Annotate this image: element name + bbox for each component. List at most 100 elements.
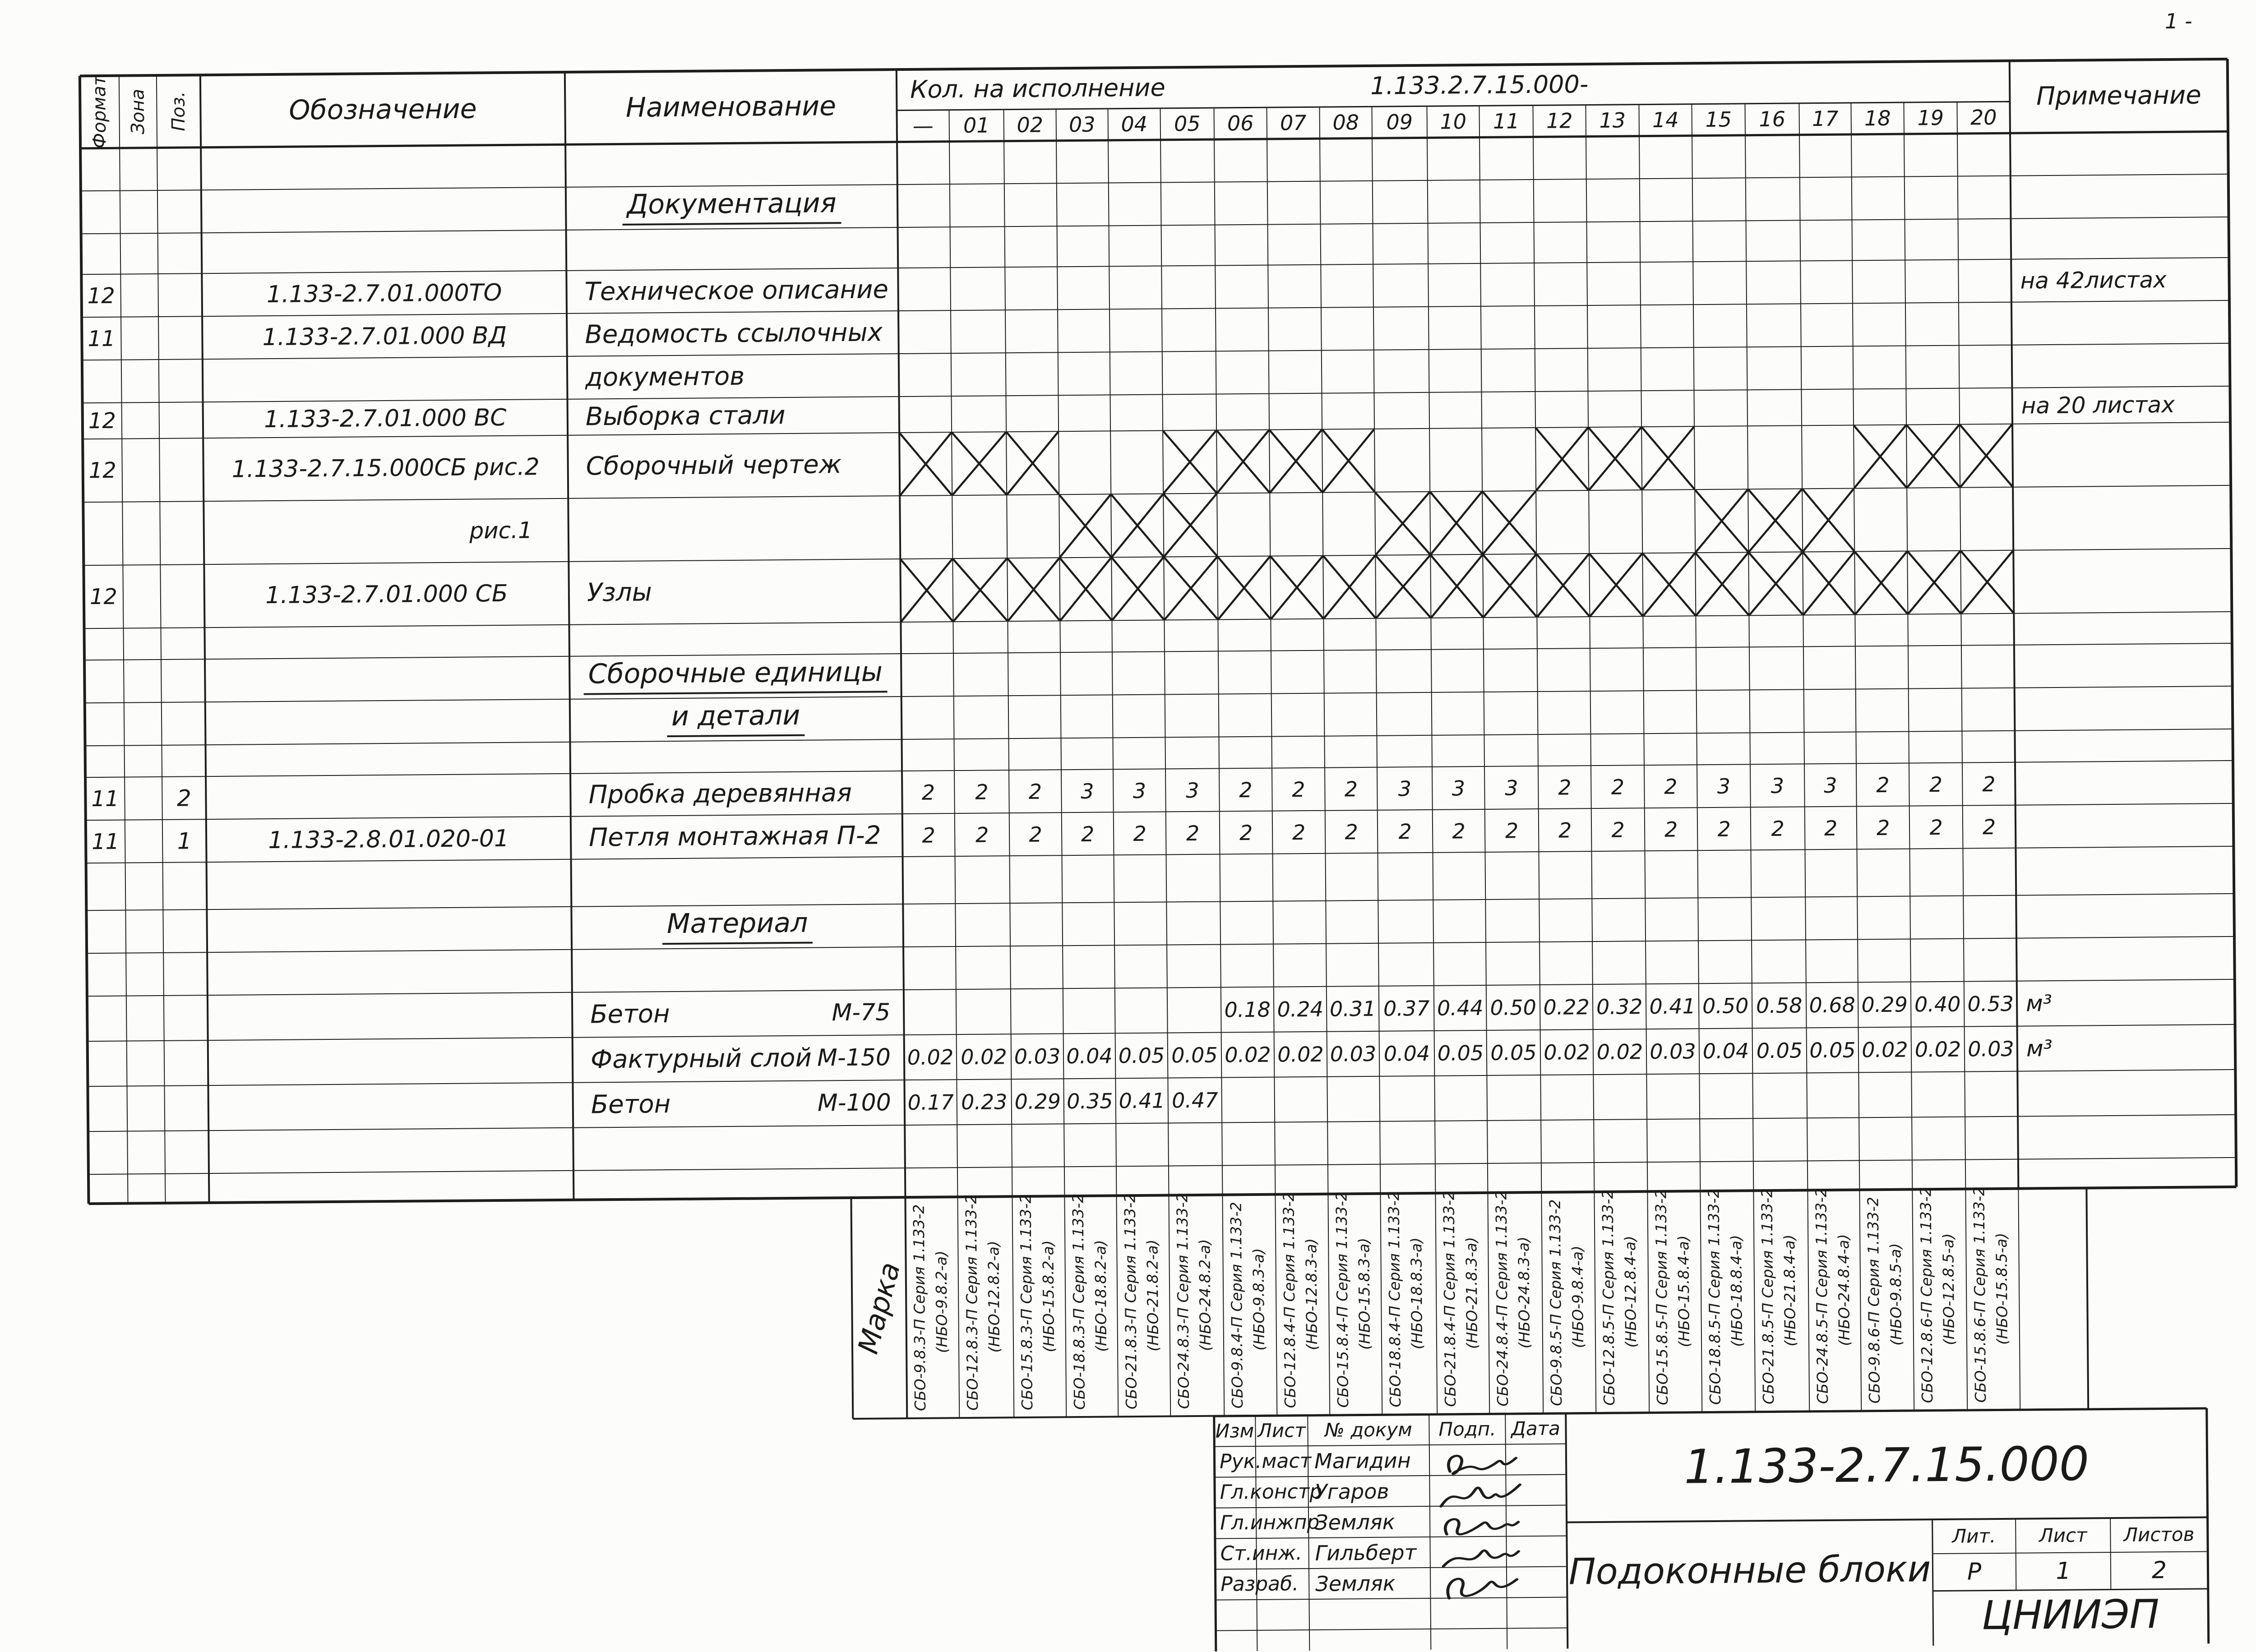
marka-line2: (НБО-18.8.3-а) bbox=[1407, 1237, 1426, 1350]
marka-item: СБО-9.8.6-П Серия 1.133-2 (НБО-9.8.5-а) bbox=[1859, 1189, 1914, 1411]
format-value: 11 bbox=[91, 829, 120, 854]
execution-cross-mark bbox=[1483, 554, 1537, 618]
marka-label: Марка bbox=[851, 1197, 907, 1419]
execution-cross-mark bbox=[1322, 429, 1375, 493]
quantity-value: 2 bbox=[1239, 777, 1253, 802]
execution-cross-mark bbox=[1748, 552, 1803, 616]
marka-line1: СБО-9.8.6-П Серия 1.133-2 bbox=[1864, 1196, 1884, 1404]
section-heading: и детали bbox=[570, 697, 902, 742]
marka-right-border bbox=[2085, 1188, 2090, 1409]
marka-line2: (НБО-18.8.2-а) bbox=[1091, 1240, 1110, 1352]
quantity-value: 3 bbox=[1717, 774, 1731, 798]
quantity-value: 2 bbox=[921, 780, 935, 805]
quantity-value: 2 bbox=[1081, 821, 1095, 846]
quantity-value: 0.17 bbox=[907, 1090, 954, 1115]
marka-item-rotated: СБО-24.8.5-П Серия 1.133-2 (НБО-24.8.4-а) bbox=[1808, 1188, 1861, 1409]
marka-line2: (НБО-15.8.5-а) bbox=[1992, 1232, 2011, 1345]
quantity-value: 2 bbox=[1982, 814, 1996, 839]
quantity-value: 3 bbox=[1771, 773, 1784, 798]
quantity-value: 2 bbox=[922, 822, 935, 848]
poz-value: 2 bbox=[176, 784, 192, 812]
marka-item-rotated: СБО-12.8.4-П Серия 1.133-2 (НБО-12.8.3-а) bbox=[1275, 1192, 1330, 1414]
item-name: Петля монтажная П-2 bbox=[588, 820, 881, 853]
quantity-value: 0.18 bbox=[1224, 997, 1271, 1022]
quantity-value: 2 bbox=[1505, 818, 1519, 843]
execution-column-label: 02 bbox=[1017, 112, 1044, 138]
format-value: 11 bbox=[91, 786, 119, 812]
marka-item-rotated: СБО-9.8.6-П Серия 1.133-2 (НБО-9.8.5-а) bbox=[1859, 1191, 1914, 1409]
marka-line2: (НБО-24.8.4-а) bbox=[1835, 1234, 1854, 1346]
quantity-value: 0.05 bbox=[1809, 1038, 1856, 1063]
designation-value: 1.133-2.7.01.000ТО bbox=[266, 279, 502, 308]
quantity-value: 2 bbox=[1558, 775, 1572, 800]
staff-name: Магидин bbox=[1314, 1448, 1411, 1473]
execution-column-label: 12 bbox=[1546, 108, 1573, 133]
execution-cross-mark bbox=[1111, 494, 1164, 558]
marka-item-rotated: СБО-21.8.5-П Серия 1.133-2 (НБО-21.8.4-а) bbox=[1753, 1188, 1809, 1410]
quantity-value: 2 bbox=[1239, 820, 1253, 845]
marka-line1: СБО-24.8.3-П Серия 1.133-2 bbox=[1173, 1192, 1193, 1409]
material-grade: М-150 bbox=[817, 1044, 891, 1072]
execution-cross-mark bbox=[1641, 426, 1695, 490]
item-name: документов bbox=[585, 361, 745, 392]
marka-line1: СБО-15.8.6-П Серия 1.133-2 bbox=[1970, 1186, 1990, 1403]
marka-item: СБО-12.8.4-П Серия 1.133-2 (НБО-12.8.3-а) bbox=[1275, 1192, 1330, 1416]
marka-line1: СБО-24.8.4-П Серия 1.133-2 bbox=[1492, 1190, 1512, 1407]
quantity-value: 0.04 bbox=[1383, 1041, 1430, 1066]
execution-column-label: 20 bbox=[1970, 105, 1997, 130]
quantity-value: 0.05 bbox=[1437, 1040, 1484, 1066]
marka-item: СБО-21.8.3-П Серия 1.133-2 (НБО-21.8.2-а) bbox=[1116, 1193, 1170, 1417]
staff-role: Рук.маст bbox=[1219, 1449, 1312, 1473]
quantity-value: 0.03 bbox=[1014, 1044, 1061, 1069]
quantity-value: 2 bbox=[1452, 818, 1465, 843]
quantity-value: 0.40 bbox=[1914, 992, 1961, 1017]
quantity-value: 2 bbox=[1292, 777, 1305, 802]
quantity-value: 0.29 bbox=[1014, 1089, 1061, 1114]
execution-cross-mark bbox=[1111, 557, 1165, 621]
marka-line1: СБО-12.8.3-П Серия 1.133-2 bbox=[962, 1194, 982, 1411]
qty-header-doc-number: 1.133.2.7.15.000- bbox=[1370, 70, 1589, 100]
format-value: 12 bbox=[88, 408, 116, 434]
execution-cross-mark bbox=[1695, 489, 1749, 553]
execution-column-label: 10 bbox=[1440, 109, 1467, 134]
marka-item-rotated: СБО-24.8.3-П Серия 1.133-2 (НБО-24.8.2-а) bbox=[1169, 1192, 1224, 1415]
marka-line1: СБО-15.8.4-П Серия 1.133-2 bbox=[1332, 1191, 1352, 1408]
organization-name: ЦНИИЭП bbox=[1981, 1591, 2160, 1639]
col-rule-oboznachenie bbox=[199, 75, 210, 1203]
quantity-value: 0.68 bbox=[1809, 992, 1856, 1018]
execution-column-label: 09 bbox=[1386, 110, 1413, 134]
col-rule-zona bbox=[118, 75, 129, 1204]
execution-cross-mark bbox=[1803, 551, 1855, 615]
page-corner-mark: 1 - bbox=[2164, 9, 2192, 34]
execution-cross-mark bbox=[1854, 425, 1907, 489]
quantity-value: 0.02 bbox=[1277, 1042, 1324, 1067]
material-grade: М-100 bbox=[817, 1089, 892, 1117]
execution-column-label: 07 bbox=[1280, 110, 1307, 135]
staff-name: Земляк bbox=[1314, 1509, 1395, 1535]
execution-cross-mark bbox=[1960, 424, 2013, 488]
execution-cross-mark bbox=[1430, 554, 1484, 618]
quantity-value: 0.32 bbox=[1596, 994, 1643, 1019]
quantity-value: 0.03 bbox=[1650, 1039, 1696, 1064]
section-heading: Сборочные единицы bbox=[569, 654, 901, 699]
marka-item: СБО-18.8.4-П Серия 1.133-2 (НБО-18.8.3-а) bbox=[1380, 1191, 1437, 1415]
execution-cross-mark bbox=[1854, 551, 1908, 615]
format-value: 11 bbox=[88, 326, 116, 351]
quantity-value: 2 bbox=[1345, 819, 1358, 844]
staff-role: Разраб. bbox=[1220, 1572, 1299, 1596]
execution-column-label: 19 bbox=[1917, 105, 1944, 130]
titleblock-col-header: Лист bbox=[1257, 1419, 1306, 1442]
quantity-value: 0.31 bbox=[1329, 996, 1376, 1021]
marka-item-rotated: СБО-21.8.4-П Серия 1.133-2 (НБО-21.8.3-а) bbox=[1435, 1191, 1489, 1412]
quantity-value: 2 bbox=[1929, 815, 1943, 840]
quantity-value: 2 bbox=[1186, 821, 1200, 845]
quantity-value: 0.02 bbox=[961, 1044, 1007, 1070]
lit-value: Р bbox=[1967, 1558, 1982, 1586]
quantity-value: 0.05 bbox=[1171, 1043, 1218, 1068]
marka-line2: (НБО-21.8.3-а) bbox=[1462, 1237, 1481, 1349]
marka-line2: (НБО-24.8.2-а) bbox=[1196, 1239, 1215, 1351]
quantity-value: 2 bbox=[1664, 817, 1678, 842]
marka-line2: (НБО-12.8.4-а) bbox=[1621, 1236, 1640, 1348]
quantity-value: 0.47 bbox=[1171, 1088, 1218, 1113]
drawing-title: Подоконные блоки bbox=[1568, 1548, 1931, 1593]
